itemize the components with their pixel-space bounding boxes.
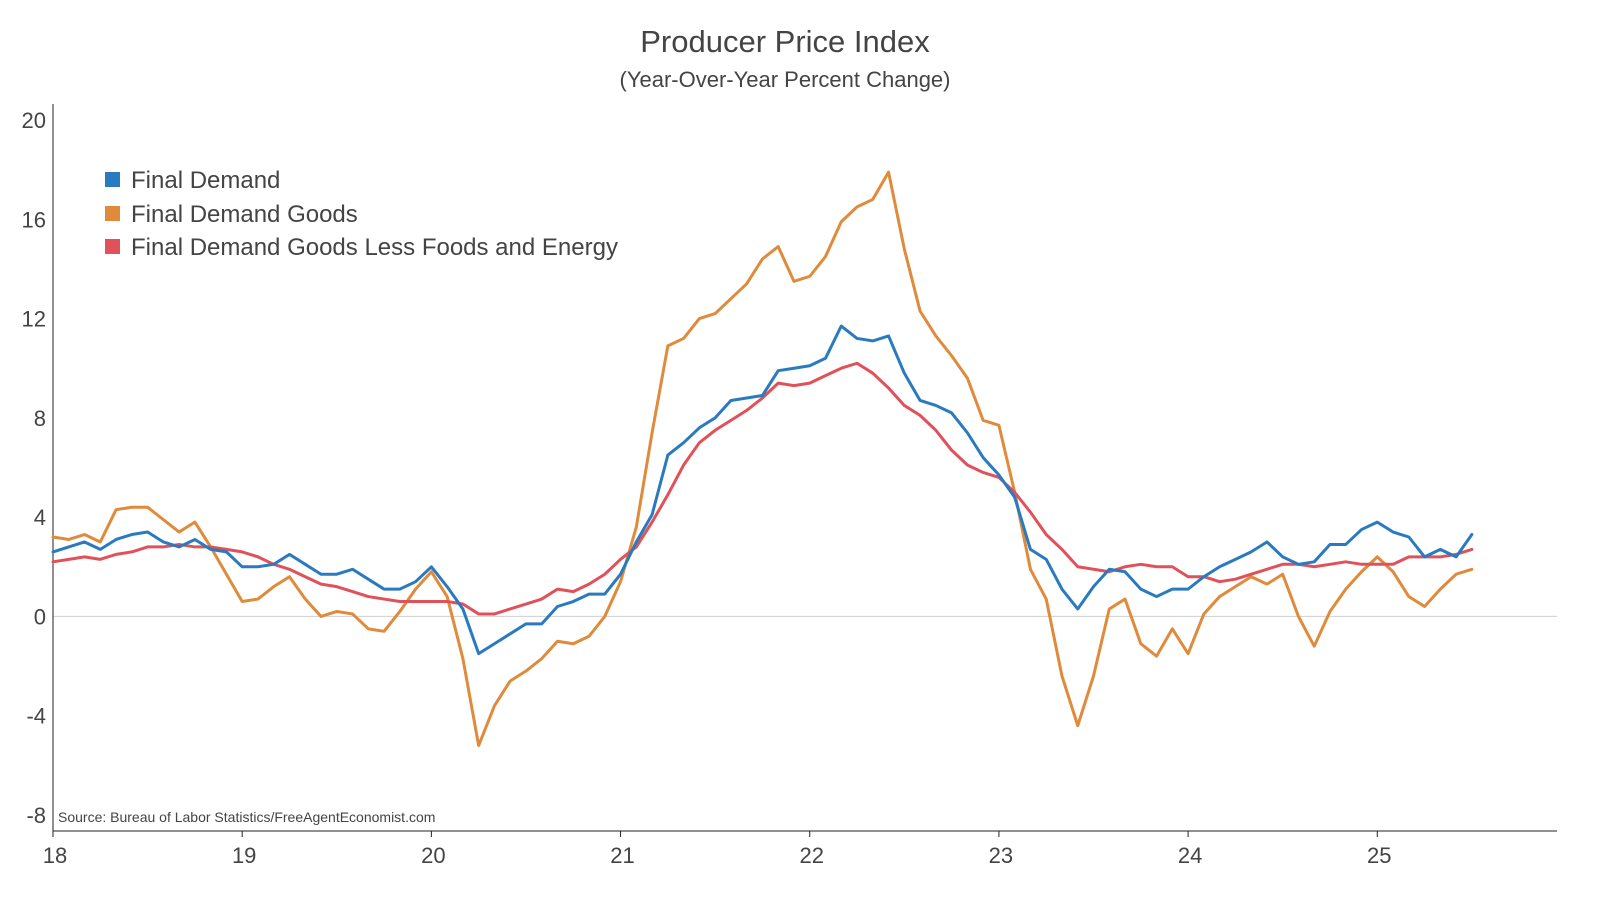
y-tick-label: 4: [34, 505, 46, 530]
legend-swatch-final-demand-goods-less-foods-energy: [105, 239, 120, 254]
series-lines: [51, 170, 1474, 747]
legend: Final Demand Final Demand Goods Final De…: [105, 167, 618, 261]
y-tick-label: -4: [26, 704, 46, 729]
y-tick-label: 16: [22, 207, 46, 232]
axes: [52, 104, 1557, 832]
legend-label-final-demand-goods: Final Demand Goods: [131, 201, 358, 228]
series-line-final-demand: [51, 324, 1474, 656]
series-line-final-demand-goods: [51, 170, 1474, 747]
x-tick-label: 23: [989, 843, 1013, 868]
legend-label-final-demand-goods-less-foods-energy: Final Demand Goods Less Foods and Energy: [131, 234, 618, 261]
y-tick-label: 20: [22, 108, 46, 133]
y-tick-label: -8: [26, 803, 46, 828]
x-tick-label: 22: [799, 843, 823, 868]
x-tick-label: 18: [43, 843, 67, 868]
x-tick-label: 21: [610, 843, 634, 868]
y-tick-label: 12: [22, 307, 46, 332]
y-tick-label: 0: [34, 604, 46, 629]
chart-subtitle: (Year-Over-Year Percent Change): [620, 67, 951, 92]
series-line-final-demand-goods-less-foods-energy: [51, 361, 1474, 616]
legend-label-final-demand: Final Demand: [131, 167, 280, 194]
y-tick-label: 8: [34, 406, 46, 431]
source-note: Source: Bureau of Labor Statistics/FreeA…: [58, 809, 435, 825]
legend-swatch-final-demand-goods: [105, 206, 120, 221]
y-axis-ticks: 20 16 12 8 4 0 -4 -8: [22, 108, 46, 828]
legend-swatch-final-demand: [105, 172, 120, 187]
x-axis-ticks: 18 19 20 21 22 23 24 25: [43, 831, 1392, 868]
x-tick-label: 25: [1367, 843, 1391, 868]
x-tick-label: 20: [421, 843, 445, 868]
chart-title: Producer Price Index: [640, 24, 930, 59]
x-tick-label: 19: [232, 843, 256, 868]
x-tick-label: 24: [1178, 843, 1202, 868]
